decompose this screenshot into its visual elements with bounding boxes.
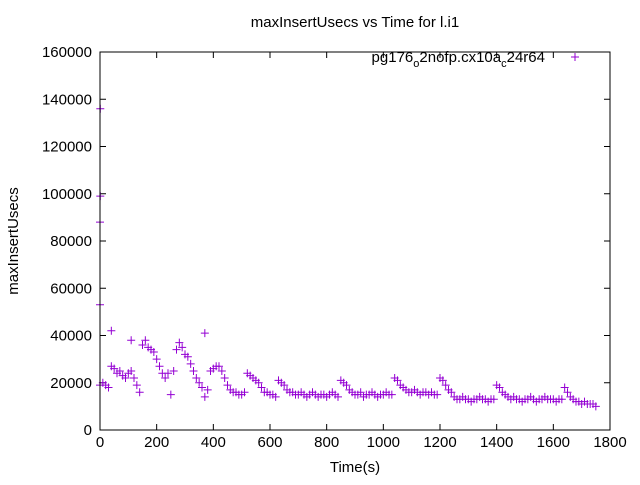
y-tick-label: 80000 — [50, 233, 92, 250]
data-point — [164, 369, 172, 378]
data-point — [356, 388, 365, 397]
legend-label-sub: c — [501, 58, 507, 70]
x-tick-label: 1600 — [537, 434, 570, 451]
data-point — [132, 381, 141, 390]
data-point — [495, 383, 504, 392]
data-point — [438, 376, 447, 385]
x-tick-label: 1000 — [367, 434, 400, 451]
legend-label-sub: o — [413, 58, 419, 70]
y-tick-label: 0 — [84, 422, 92, 439]
data-point — [200, 392, 209, 401]
data-point — [198, 383, 206, 392]
data-point — [115, 366, 124, 375]
data-point — [155, 362, 164, 371]
y-tick-label: 40000 — [50, 328, 92, 345]
data-point — [342, 381, 351, 390]
data-point — [175, 338, 184, 347]
data-point — [563, 388, 572, 397]
y-tick-label: 20000 — [50, 375, 92, 392]
data-points — [96, 104, 600, 411]
axis-ticks: 0 20000 40000 60000 80000 100000 120000 140000 1… — [42, 44, 627, 451]
legend-label-part: 2nofp.cx10a — [419, 49, 501, 66]
data-point — [393, 376, 402, 385]
data-point — [127, 336, 136, 345]
data-point — [271, 392, 280, 401]
data-point — [254, 378, 263, 387]
data-point — [104, 383, 113, 392]
plot-border — [99, 51, 611, 431]
data-point — [121, 374, 130, 383]
x-tick-label: 1200 — [423, 434, 456, 451]
data-point — [192, 374, 201, 383]
y-tick-label: 120000 — [42, 139, 92, 156]
data-point — [223, 381, 232, 390]
data-point — [447, 388, 456, 397]
data-point — [195, 378, 204, 387]
data-point — [334, 392, 342, 401]
x-tick-label: 1400 — [480, 434, 513, 451]
legend-label-part: pg176 — [372, 49, 414, 66]
legend: pg176o2nofp.cx10ac24r64 — [372, 49, 579, 70]
data-point — [387, 390, 396, 399]
x-tick-label: 0 — [96, 434, 104, 451]
data-point — [141, 336, 150, 345]
y-tick-label: 60000 — [50, 280, 92, 297]
data-point — [557, 395, 566, 404]
legend-marker-plus-icon — [571, 53, 579, 61]
data-point — [172, 345, 181, 354]
data-point — [149, 348, 158, 357]
data-point — [183, 352, 192, 361]
data-point — [215, 362, 223, 371]
data-point — [110, 364, 119, 373]
data-point — [200, 329, 209, 338]
data-point — [166, 390, 175, 399]
data-point — [189, 366, 198, 375]
x-tick-label: 200 — [144, 434, 169, 451]
data-point — [257, 383, 266, 392]
data-point — [135, 388, 144, 397]
data-point — [217, 366, 226, 375]
chart-title: maxInsertUsecs vs Time for l.i1 — [251, 14, 459, 31]
y-tick-label: 140000 — [42, 91, 92, 108]
x-axis-label: Time(s) — [330, 459, 380, 476]
data-point — [138, 340, 147, 349]
y-tick-label: 100000 — [42, 186, 92, 203]
data-point — [107, 326, 116, 335]
x-tick-label: 400 — [201, 434, 226, 451]
y-axis-label: maxInsertUsecs — [5, 187, 22, 295]
legend-label-part: 24r64 — [507, 49, 545, 66]
data-point — [489, 395, 498, 404]
data-point — [161, 374, 170, 383]
data-point — [203, 385, 212, 394]
data-point — [130, 374, 138, 383]
data-point — [152, 355, 161, 364]
data-point — [186, 359, 195, 368]
y-tick-label: 160000 — [42, 44, 92, 61]
data-point — [433, 390, 442, 399]
data-point — [240, 388, 249, 397]
x-tick-label: 600 — [257, 434, 282, 451]
data-point — [127, 366, 136, 375]
data-point — [178, 343, 187, 352]
data-point — [591, 402, 600, 411]
data-point — [169, 366, 178, 375]
data-point — [560, 383, 569, 392]
legend-label: pg176o2nofp.cx10ac24r64 — [372, 49, 545, 70]
x-tick-label: 1800 — [593, 434, 626, 451]
data-point — [220, 374, 229, 383]
x-tick-label: 800 — [314, 434, 339, 451]
data-point — [280, 381, 289, 390]
data-point — [441, 381, 450, 390]
